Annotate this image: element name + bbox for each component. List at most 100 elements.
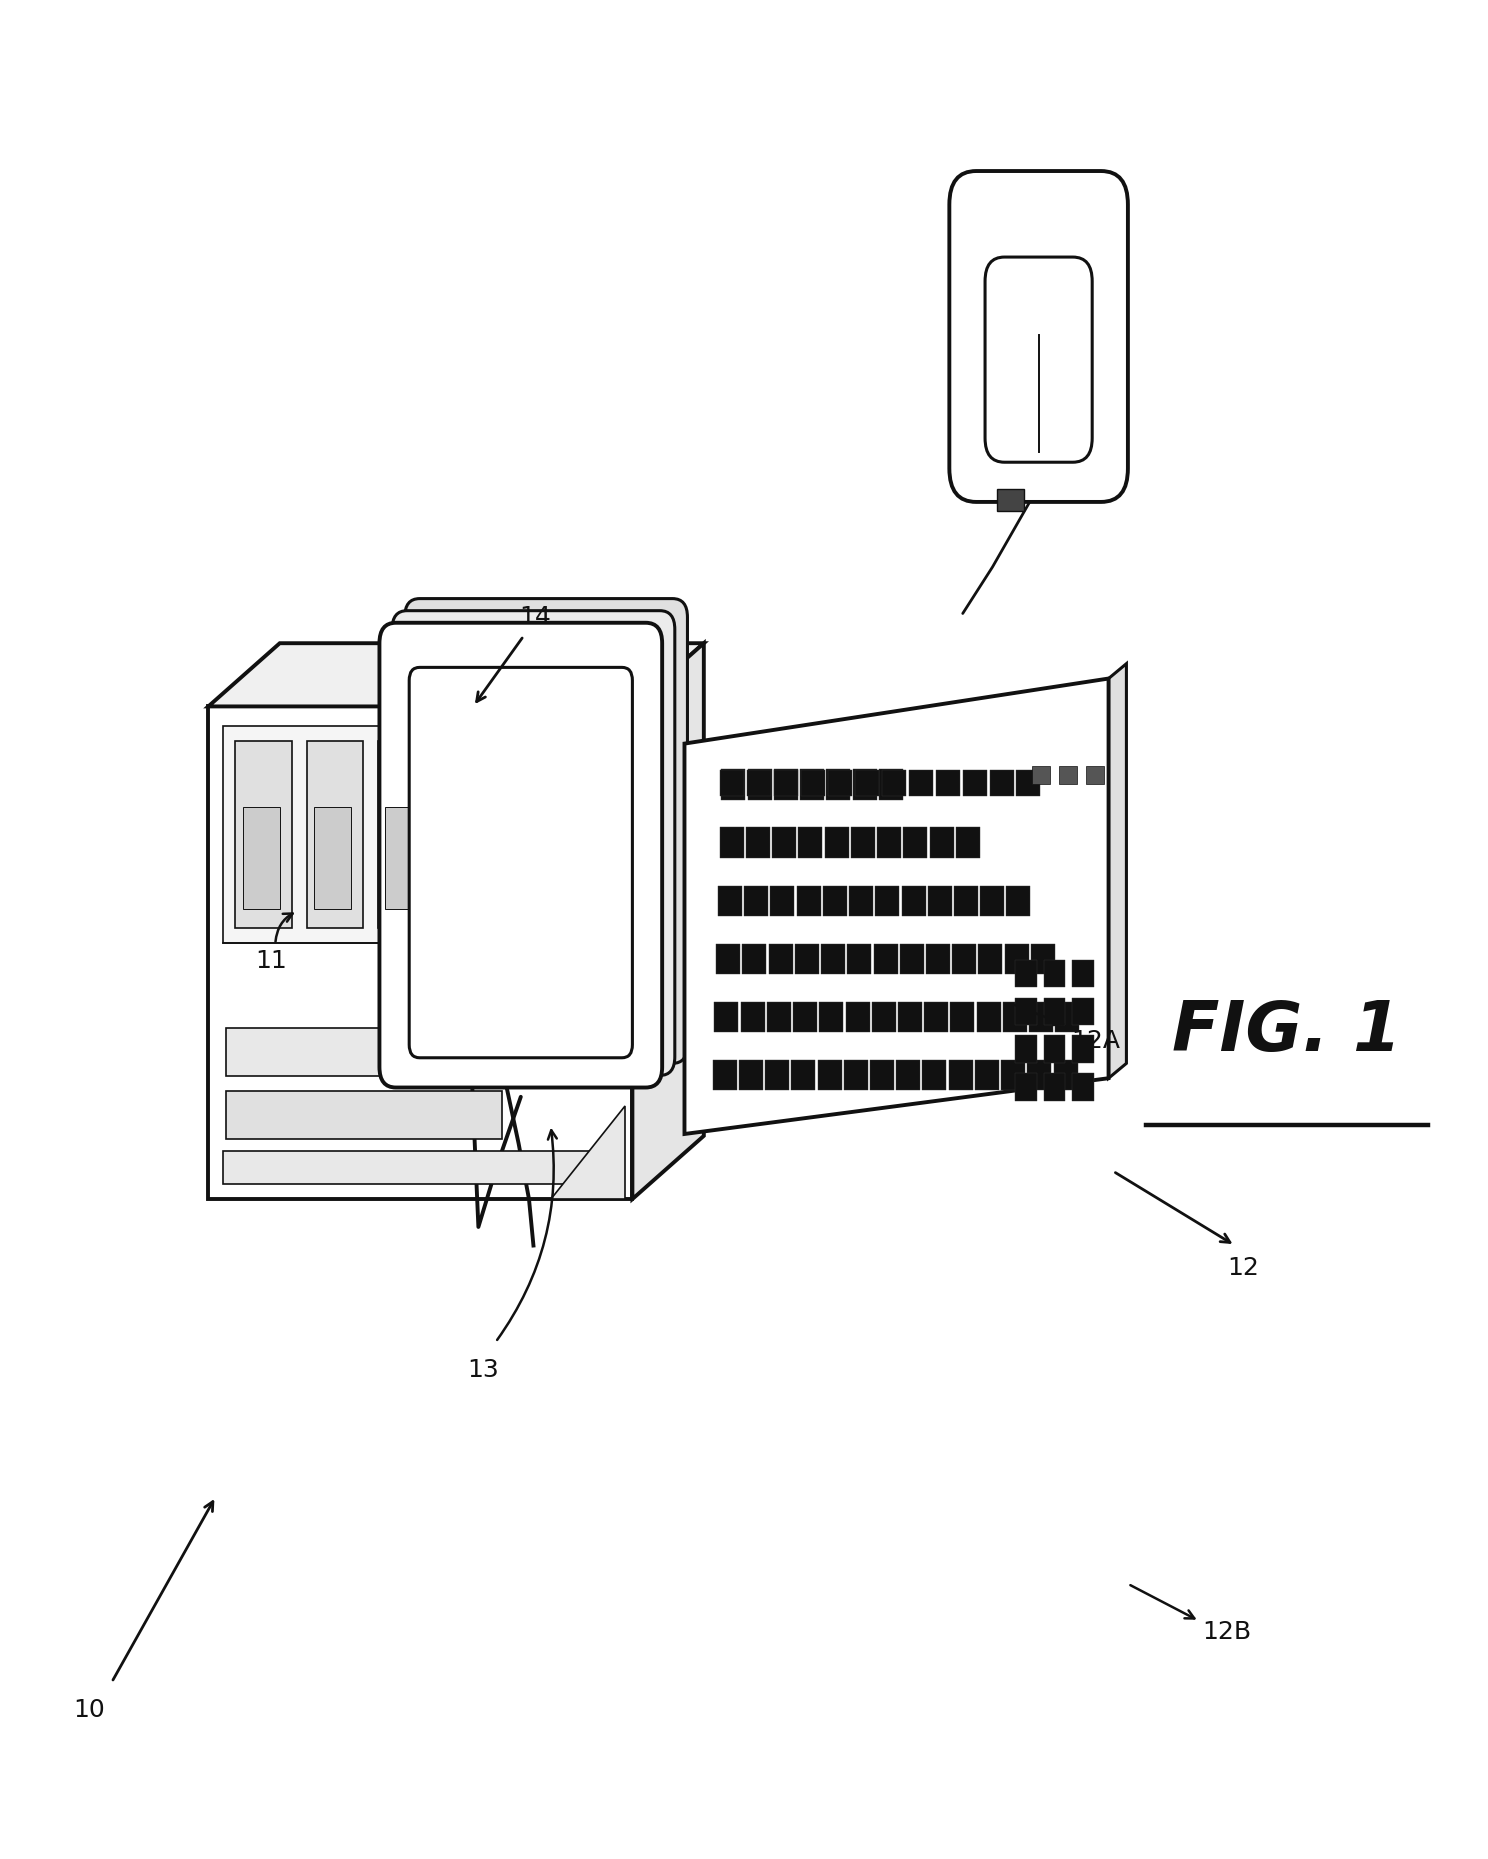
Bar <box>467 811 591 844</box>
Bar <box>1031 944 1055 974</box>
FancyBboxPatch shape <box>405 599 687 1063</box>
Bar <box>854 770 878 796</box>
Bar <box>997 489 1024 511</box>
Text: FIG. 1: FIG. 1 <box>1173 998 1402 1065</box>
Bar <box>314 807 351 909</box>
Bar <box>467 894 591 928</box>
Bar <box>801 770 824 799</box>
Bar <box>793 1002 817 1032</box>
Bar <box>1015 959 1037 987</box>
Bar <box>1073 1035 1094 1063</box>
Bar <box>1027 1060 1052 1089</box>
Bar <box>801 770 824 796</box>
Bar <box>226 1091 501 1140</box>
Bar <box>714 1002 738 1032</box>
Bar <box>909 770 933 796</box>
Bar <box>1006 885 1031 916</box>
Text: 12: 12 <box>1228 1257 1259 1279</box>
Bar <box>853 770 876 799</box>
Text: 11: 11 <box>254 950 287 972</box>
Bar <box>720 827 744 857</box>
Bar <box>1073 998 1094 1024</box>
Bar <box>952 944 976 974</box>
Bar <box>1015 1035 1037 1063</box>
Bar <box>792 1060 815 1089</box>
Bar <box>799 827 823 857</box>
Bar <box>975 1060 998 1089</box>
Bar <box>766 1002 790 1032</box>
FancyBboxPatch shape <box>393 610 676 1075</box>
Bar <box>1043 1035 1065 1063</box>
Bar <box>1055 1002 1079 1032</box>
Bar <box>926 944 949 974</box>
Bar <box>243 807 280 909</box>
Bar <box>467 770 591 803</box>
Text: 12A: 12A <box>1071 1030 1120 1052</box>
Bar <box>923 1060 946 1089</box>
Bar <box>1004 944 1028 974</box>
Bar <box>875 885 899 916</box>
Polygon shape <box>632 643 704 1199</box>
Bar <box>900 944 924 974</box>
Bar <box>897 1002 923 1032</box>
Text: 14: 14 <box>519 606 552 628</box>
Bar <box>845 1002 869 1032</box>
Bar <box>717 885 743 916</box>
Bar <box>1033 766 1051 784</box>
Bar <box>872 1002 896 1032</box>
Text: 10: 10 <box>73 1699 106 1721</box>
Bar <box>226 1028 501 1076</box>
FancyBboxPatch shape <box>985 257 1092 463</box>
Bar <box>847 944 872 974</box>
FancyBboxPatch shape <box>949 171 1128 502</box>
Bar <box>817 1060 842 1089</box>
FancyBboxPatch shape <box>379 623 662 1088</box>
Bar <box>870 1060 894 1089</box>
Polygon shape <box>684 679 1109 1134</box>
Bar <box>924 1002 948 1032</box>
Bar <box>1073 1073 1094 1101</box>
Polygon shape <box>208 706 632 1199</box>
Bar <box>1086 766 1104 784</box>
Bar <box>1001 1060 1025 1089</box>
Bar <box>716 944 740 974</box>
Bar <box>949 1060 973 1089</box>
Bar <box>385 807 423 909</box>
Bar <box>824 827 848 857</box>
Bar <box>235 742 292 928</box>
Bar <box>796 885 820 916</box>
Bar <box>722 770 745 799</box>
Bar <box>747 770 771 796</box>
Bar <box>1015 1073 1037 1101</box>
Bar <box>1015 998 1037 1024</box>
Bar <box>1030 1002 1054 1032</box>
Bar <box>774 770 798 796</box>
Bar <box>745 827 769 857</box>
Bar <box>951 1002 975 1032</box>
Bar <box>990 770 1013 796</box>
Bar <box>930 827 954 857</box>
Bar <box>927 885 952 916</box>
Bar <box>467 853 591 887</box>
Bar <box>772 827 796 857</box>
Bar <box>771 885 795 916</box>
Bar <box>936 770 960 796</box>
Bar <box>307 742 363 928</box>
Bar <box>1043 959 1065 987</box>
Bar <box>378 742 434 928</box>
Bar <box>820 1002 844 1032</box>
Bar <box>902 885 926 916</box>
Bar <box>713 1060 737 1089</box>
Text: 13: 13 <box>467 1359 500 1381</box>
Bar <box>821 944 845 974</box>
Bar <box>795 944 818 974</box>
Bar <box>223 727 618 943</box>
Bar <box>873 944 897 974</box>
Bar <box>823 885 847 916</box>
Bar <box>844 1060 868 1089</box>
Text: 12B: 12B <box>1202 1621 1251 1643</box>
Circle shape <box>424 818 451 851</box>
Bar <box>826 770 850 799</box>
Polygon shape <box>208 643 704 706</box>
Bar <box>881 770 906 796</box>
